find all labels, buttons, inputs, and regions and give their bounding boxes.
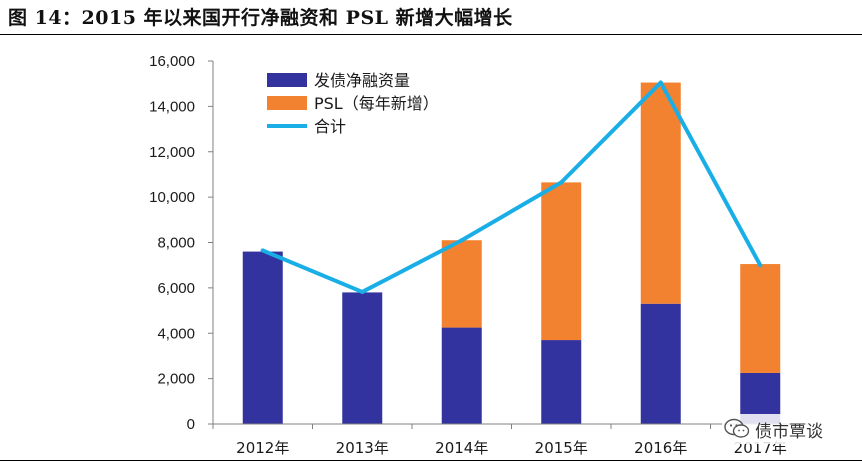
bar-bond (541, 340, 582, 424)
total-line-series (260, 80, 763, 294)
bar-bond (342, 292, 383, 424)
x-tick-label: 2012年 (236, 439, 289, 457)
legend-label-total: 合计 (314, 117, 346, 136)
y-tick-label: 12,000 (149, 144, 195, 161)
legend-label-psl: PSL（每年新增） (314, 94, 439, 113)
total-point (559, 180, 564, 185)
x-tick-label: 2015年 (535, 439, 588, 457)
legend: 发债净融资量 PSL（每年新增） 合计 (267, 71, 439, 136)
y-tick-label: 6,000 (157, 280, 195, 297)
y-axis-ticks: 0 2,000 4,000 6,000 8,000 10,000 12,000 14,000 1… (149, 53, 213, 433)
bar-psl (441, 240, 482, 328)
axes (212, 61, 811, 429)
y-tick-label: 10,000 (149, 189, 195, 206)
y-tick-label: 14,000 (149, 98, 195, 115)
bar-bond (441, 327, 482, 424)
x-tick-label: 2016年 (634, 439, 687, 457)
total-point (260, 248, 265, 253)
watermark: 债市覃谈 (722, 414, 829, 444)
bar-bond (640, 303, 681, 424)
legend-swatch-bond (267, 73, 307, 87)
y-tick-label: 0 (187, 416, 195, 433)
x-axis-labels: 2012年 2013年 2014年 2015年 2016年 2017年 (236, 439, 787, 457)
title-divider (0, 34, 862, 35)
bar-psl (640, 82, 681, 304)
bar-psl (541, 182, 582, 341)
y-tick-label: 8,000 (157, 235, 195, 252)
x-tick-label: 2013年 (336, 439, 389, 457)
total-point (758, 263, 763, 268)
y-tick-label: 4,000 (157, 325, 195, 342)
wechat-icon (724, 418, 750, 438)
figure-title: 图 14：2015 年以来国开行净融资和 PSL 新增大幅增长 (8, 7, 513, 29)
bottom-divider (0, 460, 862, 461)
total-point (658, 80, 663, 85)
bar-bond (242, 251, 283, 424)
y-tick-label: 2,000 (157, 371, 195, 388)
total-point (360, 289, 365, 294)
legend-label-bond: 发债净融资量 (314, 71, 410, 90)
total-point (459, 238, 464, 243)
total-line (260, 80, 763, 294)
y-tick-label: 16,000 (149, 53, 195, 70)
bar-psl (740, 264, 781, 373)
watermark-text: 债市覃谈 (755, 421, 823, 442)
legend-swatch-psl (267, 96, 307, 110)
x-tick-label: 2014年 (435, 439, 488, 457)
